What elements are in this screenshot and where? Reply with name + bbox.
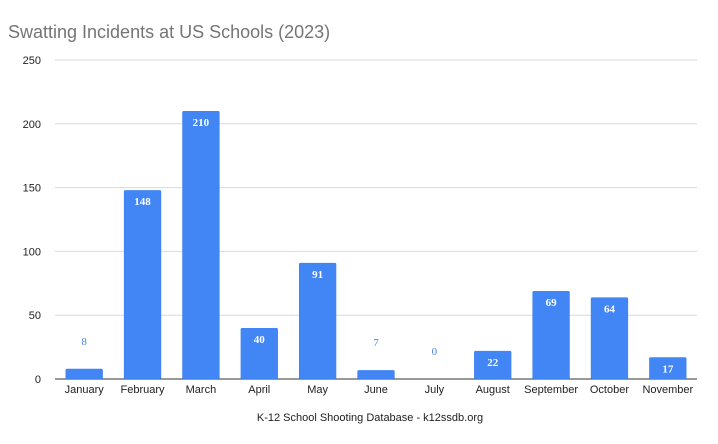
x-tick-label: February <box>121 384 166 396</box>
x-tick-label: October <box>590 384 629 396</box>
bar <box>65 368 103 379</box>
x-axis-label: K-12 School Shooting Database - k12ssdb.… <box>257 412 483 424</box>
bar <box>474 350 512 379</box>
y-tick-label: 100 <box>23 246 41 258</box>
bar <box>532 290 570 379</box>
data-label: 148 <box>134 196 151 208</box>
chart-title: Swatting Incidents at US Schools (2023) <box>8 22 330 42</box>
x-tick-label: September <box>524 384 578 396</box>
x-tick-label: August <box>476 384 510 396</box>
data-label: 64 <box>604 303 616 315</box>
y-tick-label: 150 <box>23 183 41 195</box>
data-label: 22 <box>487 357 499 369</box>
y-tick-label: 200 <box>23 119 41 131</box>
y-axis-ticks: 0 50 100 150 200 250 <box>23 55 41 386</box>
data-label: 91 <box>312 269 323 281</box>
x-tick-label: January <box>65 384 105 396</box>
data-label: 40 <box>254 334 266 346</box>
bars <box>65 111 687 379</box>
grid-lines <box>55 59 697 380</box>
data-label: 17 <box>662 363 674 375</box>
data-label: 210 <box>193 117 210 129</box>
x-tick-label: November <box>642 384 693 396</box>
y-tick-label: 250 <box>23 55 41 67</box>
data-label: 8 <box>81 336 87 348</box>
data-label: 7 <box>373 337 379 349</box>
data-label: 0 <box>432 346 438 358</box>
x-tick-label: July <box>425 384 445 396</box>
x-axis-ticks: January February March April May June July Augu… <box>65 384 694 396</box>
bar <box>240 327 278 379</box>
y-tick-label: 50 <box>29 310 41 322</box>
bar <box>357 370 395 379</box>
x-tick-label: March <box>186 384 217 396</box>
data-labels: 8 148 210 40 91 7 0 22 69 64 17 <box>81 117 673 375</box>
bar <box>649 357 687 379</box>
bar <box>590 297 629 379</box>
bar <box>182 111 220 379</box>
x-tick-label: June <box>364 384 388 396</box>
x-tick-label: April <box>248 384 270 396</box>
bar <box>123 190 162 379</box>
bar <box>298 262 337 379</box>
x-tick-label: May <box>307 384 328 396</box>
y-tick-label: 0 <box>35 374 41 386</box>
data-label: 69 <box>546 297 558 309</box>
